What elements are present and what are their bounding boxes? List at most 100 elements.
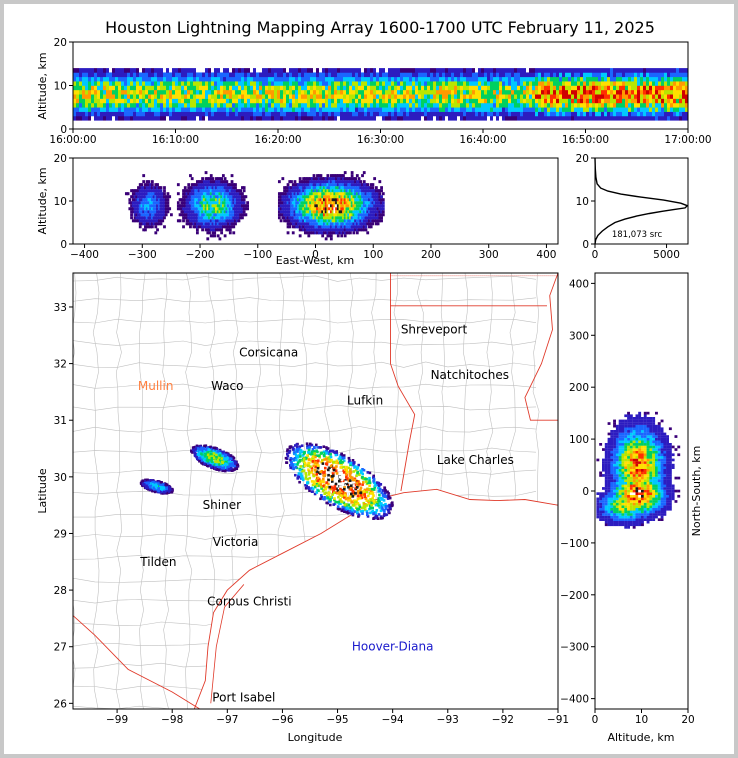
time-height-column — [643, 68, 646, 121]
time-height-column — [253, 68, 256, 121]
time-height-column — [604, 68, 607, 121]
time-height-column — [628, 68, 631, 121]
time-height-column — [472, 68, 475, 121]
ns-ytick-label: −300 — [560, 642, 589, 654]
city-label: Hoover-Diana — [352, 640, 434, 654]
time-height-column — [298, 68, 301, 121]
time-height-column — [598, 68, 601, 121]
time-height-column — [229, 72, 232, 121]
time-height-column — [151, 68, 154, 121]
plan-view-panel: Shreveport Corsicana Mullin Waco Natchitoche… — [36, 272, 569, 744]
time-height-panel: 16:00:00 16:10:00 16:20:00 16:30:00 16:40:00… — [36, 37, 712, 146]
time-height-column — [316, 68, 319, 121]
time-height-column — [412, 68, 415, 121]
th-xtick-label: 16:20:00 — [254, 134, 301, 146]
ns-density — [596, 411, 681, 529]
time-height-column — [463, 68, 466, 121]
ns-ytick-label: −400 — [560, 694, 589, 706]
city-label: Victoria — [213, 535, 259, 549]
city-label: Natchitoches — [431, 368, 509, 382]
time-height-column — [175, 68, 178, 121]
source-count: 181,073 src — [612, 230, 663, 240]
time-height-column — [556, 68, 559, 121]
time-height-column — [616, 68, 619, 121]
time-height-column — [469, 68, 472, 121]
time-height-column — [631, 68, 634, 121]
time-height-column — [109, 72, 112, 121]
th-ylabel: Altitude, km — [36, 52, 49, 119]
th-ytick-label: 10 — [54, 81, 67, 93]
time-height-column — [649, 68, 652, 121]
time-height-column — [376, 72, 379, 117]
time-height-column — [355, 68, 358, 121]
time-height-column — [76, 68, 79, 121]
time-height-column — [271, 68, 274, 121]
time-height-column — [289, 68, 292, 121]
time-height-column — [187, 68, 190, 121]
map-xtick-label: −96 — [271, 714, 293, 726]
ns-ytick-label: −100 — [560, 538, 589, 550]
time-height-column — [586, 68, 589, 121]
time-height-column — [607, 68, 610, 121]
time-height-column — [328, 68, 331, 121]
time-height-column — [349, 68, 352, 121]
time-height-column — [322, 68, 325, 121]
time-height-column — [640, 68, 643, 121]
time-height-column — [310, 68, 313, 121]
time-height-column — [484, 68, 487, 121]
time-height-column — [82, 68, 85, 121]
time-height-column — [145, 68, 148, 121]
ns-altitude-panel: 0 10 20 −400 −300 −200 −100 0 100 200 300 400 North… — [560, 272, 703, 744]
th-ytick-label: 0 — [60, 124, 67, 136]
time-height-column — [550, 68, 553, 121]
time-height-column — [121, 68, 124, 121]
ns-ytick-label: 0 — [582, 486, 589, 498]
map-ytick-label: 28 — [54, 585, 67, 597]
barrier-island — [210, 584, 245, 704]
time-height-column — [319, 72, 322, 121]
time-height-column — [421, 68, 424, 117]
time-height-column — [184, 68, 187, 121]
time-height-column — [601, 68, 604, 121]
time-height-column — [532, 68, 535, 121]
ew-xtick-label: 300 — [479, 249, 499, 261]
time-height-column — [97, 68, 100, 121]
time-height-column — [454, 68, 457, 121]
time-height-column — [385, 72, 388, 121]
time-height-column — [166, 68, 169, 117]
time-height-column — [529, 68, 532, 121]
time-height-column — [304, 68, 307, 121]
ns-ytick-label: 400 — [569, 278, 589, 290]
city-label: Tilden — [139, 555, 176, 569]
time-height-column — [646, 68, 649, 121]
time-height-column — [286, 72, 289, 121]
time-height-column — [661, 68, 664, 121]
time-height-column — [388, 68, 391, 121]
time-height-column — [535, 68, 538, 121]
time-height-column — [160, 68, 163, 121]
city-label: Corsicana — [239, 345, 298, 359]
time-height-column — [268, 68, 271, 121]
time-height-column — [130, 68, 133, 121]
time-height-column — [118, 68, 121, 121]
th-xtick-label: 16:10:00 — [152, 134, 199, 146]
hist-ytick-label: 10 — [576, 196, 589, 208]
th-ytick-label: 20 — [54, 37, 67, 49]
city-label: Shreveport — [401, 323, 468, 337]
ew-xtick-label: −100 — [243, 249, 272, 261]
ns-xlabel: Altitude, km — [607, 731, 674, 744]
time-height-column — [622, 68, 625, 121]
histogram-line — [594, 157, 689, 245]
time-height-column — [382, 68, 385, 121]
map-ytick-label: 27 — [54, 642, 67, 654]
map-xtick-label: −93 — [437, 714, 459, 726]
time-height-column — [139, 72, 142, 121]
time-height-column — [505, 68, 508, 121]
time-height-column — [541, 68, 544, 121]
map-ytick-label: 30 — [54, 472, 67, 484]
time-height-column — [460, 68, 463, 121]
time-height-column — [544, 68, 547, 121]
time-height-column — [634, 68, 637, 121]
time-height-column — [223, 68, 226, 121]
hist-ytick-label: 0 — [582, 239, 589, 251]
